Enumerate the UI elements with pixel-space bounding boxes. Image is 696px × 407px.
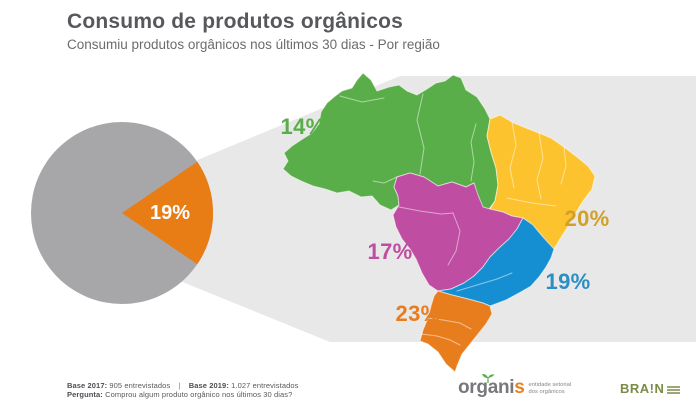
base-2017-label: Base 2017: [67, 381, 108, 390]
organis-sprout-icon [482, 373, 495, 384]
footnote-question-line: Pergunta: Comprou algum produto orgânico… [67, 389, 299, 400]
pie-highlight-slice [122, 161, 214, 265]
state-border-lines [339, 93, 567, 346]
footnote-base-line: Base 2017: 905 entrevistados | Base 2019… [67, 381, 299, 391]
page-subtitle: Consumiu produtos orgânicos nos últimos … [67, 37, 440, 52]
base-2019-label: Base 2019: [188, 381, 229, 390]
organis-wordmark: organis [458, 373, 525, 398]
map-label-centerwest: 17% [367, 239, 413, 264]
map-label-north: 14% [280, 114, 326, 139]
map-region-northeast [486, 114, 596, 250]
question-value: Comprou algum produto orgânico nos últim… [105, 389, 293, 399]
map-label-southeast: 19% [545, 269, 591, 294]
brain-wordmark: BRA!N [620, 381, 665, 396]
organis-logo: organis entidade setorial dos orgânicos [458, 373, 572, 398]
question-label: Pergunta: [67, 389, 103, 399]
brain-logo: BRA!N [620, 381, 681, 396]
footnote-separator: | [178, 381, 181, 390]
footnote: Base 2017: 905 entrevistados | Base 2019… [67, 381, 299, 400]
map-label-northeast: 20% [564, 206, 610, 231]
base-2019-value: 1.027 entrevistados [231, 381, 299, 390]
pie-slice-label: 19% [149, 202, 191, 224]
map-region-south [419, 290, 493, 373]
organis-tagline: entidade setorial dos orgânicos [528, 382, 572, 395]
page-title: Consumo de produtos orgânicos [67, 10, 403, 33]
header: Consumo de produtos orgânicos Consumiu p… [67, 9, 440, 53]
map-label-south: 23% [395, 301, 441, 326]
base-2017-value: 905 entrevistados [109, 381, 171, 390]
brain-fineprint [667, 384, 681, 394]
